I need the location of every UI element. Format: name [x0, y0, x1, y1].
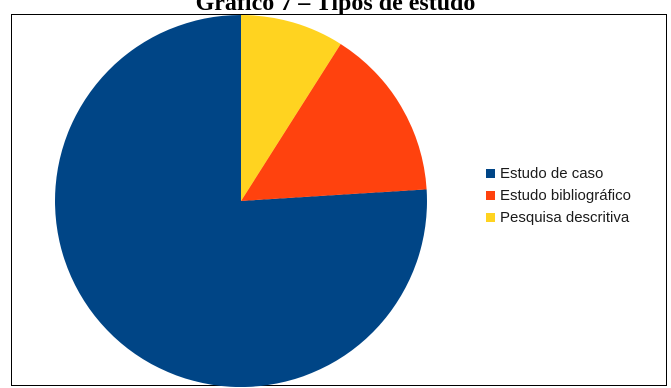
legend-swatch-estudo-de-caso — [486, 168, 495, 178]
legend-item-estudo-bibliografico: Estudo bibliográfico — [486, 185, 631, 207]
legend-label-pesquisa-descritiva: Pesquisa descritiva — [500, 209, 630, 226]
legend-swatch-estudo-bibliografico — [486, 190, 495, 200]
pie-slice-estudo-de-caso — [54, 15, 427, 388]
pie-slice-pesquisa-descritiva — [241, 15, 341, 201]
legend-item-estudo-de-caso: Estudo de caso — [486, 163, 631, 185]
chart-title: Gráfico 7 – Tipos de estudo — [195, 0, 476, 16]
legend-swatch-pesquisa-descritiva — [486, 212, 495, 222]
legend-label-estudo-bibliografico: Estudo bibliográfico — [500, 187, 631, 204]
legend-item-pesquisa-descritiva: Pesquisa descritiva — [486, 207, 631, 229]
legend-label-estudo-de-caso: Estudo de caso — [500, 165, 604, 182]
chart-legend: Estudo de caso Estudo bibliográfico Pesq… — [486, 163, 631, 229]
pie-slice-estudo-bibliografico — [241, 43, 427, 202]
